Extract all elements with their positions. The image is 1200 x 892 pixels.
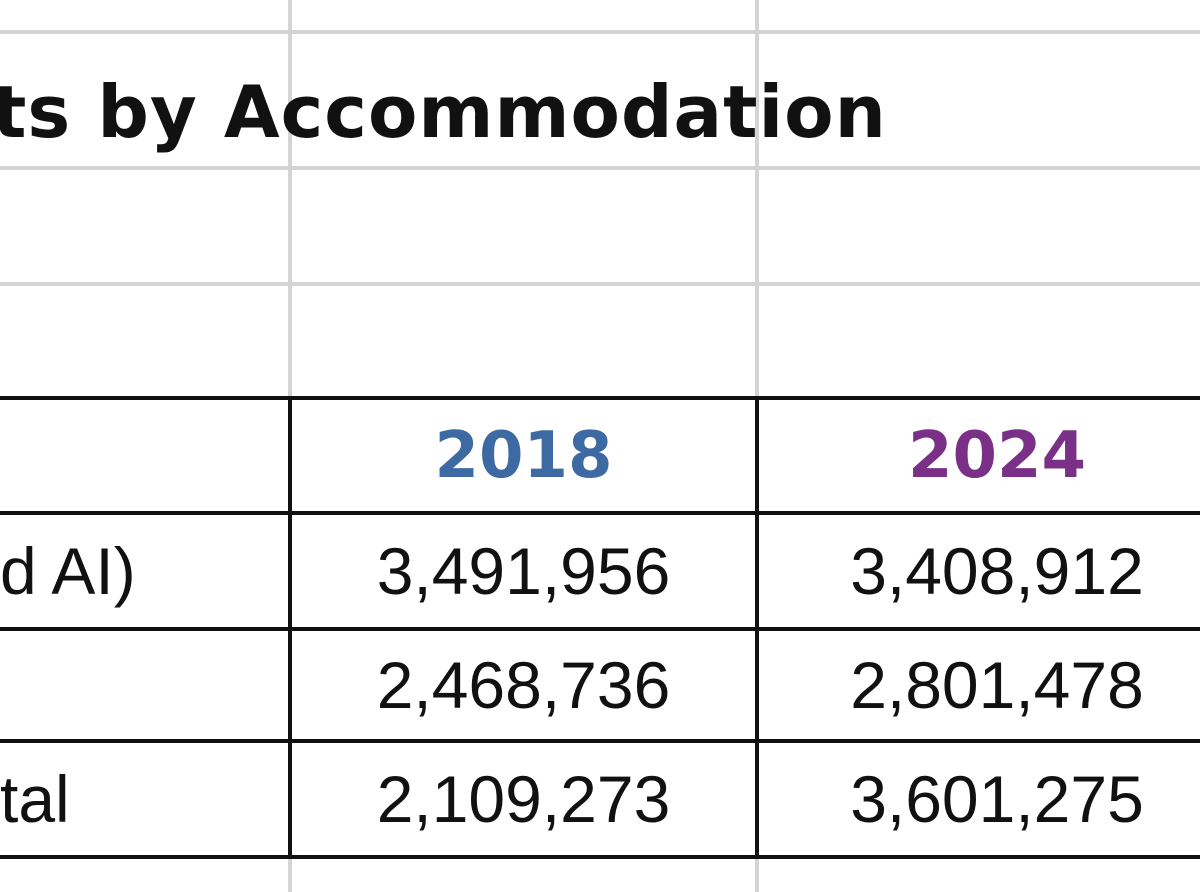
table-cell-2024[interactable]: 2,801,478 bbox=[850, 648, 1144, 722]
table-row-label[interactable] bbox=[0, 631, 288, 739]
blank-cell[interactable] bbox=[759, 286, 1200, 396]
header-cell-2018[interactable]: 2018 bbox=[434, 418, 613, 493]
table-cell-2024[interactable]: 3,408,912 bbox=[850, 534, 1144, 608]
table-cell-2018[interactable]: 3,491,956 bbox=[376, 534, 671, 608]
blank-cell[interactable] bbox=[0, 170, 288, 282]
header-cell-label[interactable] bbox=[0, 400, 288, 511]
sheet-title-cell[interactable]: ts by Accommodation bbox=[0, 70, 887, 154]
table-cell-2024[interactable]: 3,601,275 bbox=[850, 762, 1144, 836]
table-border-row-divider bbox=[0, 739, 1200, 743]
header-cell-2024[interactable]: 2024 bbox=[907, 418, 1087, 493]
table-border-top bbox=[0, 396, 1200, 400]
table-border-bottom bbox=[0, 855, 1200, 859]
table-border-row-divider bbox=[0, 511, 1200, 515]
gridline-row-1 bbox=[0, 30, 1200, 34]
table-border-col-divider bbox=[288, 396, 292, 859]
blank-cell[interactable] bbox=[292, 286, 755, 396]
table-border-col-divider bbox=[755, 396, 759, 859]
gridline-row-3 bbox=[0, 282, 1200, 286]
table-border-row-divider bbox=[0, 627, 1200, 631]
table-cell-2018[interactable]: 2,109,273 bbox=[376, 762, 671, 836]
blank-cell[interactable] bbox=[0, 286, 288, 396]
gridline-row-2 bbox=[0, 166, 1200, 170]
table-cell-2018[interactable]: 2,468,736 bbox=[376, 648, 671, 722]
table-row-label[interactable]: tal bbox=[0, 762, 70, 836]
table-row-label[interactable]: d AI) bbox=[0, 534, 136, 608]
blank-cell[interactable] bbox=[292, 170, 755, 282]
blank-cell[interactable] bbox=[759, 170, 1200, 282]
